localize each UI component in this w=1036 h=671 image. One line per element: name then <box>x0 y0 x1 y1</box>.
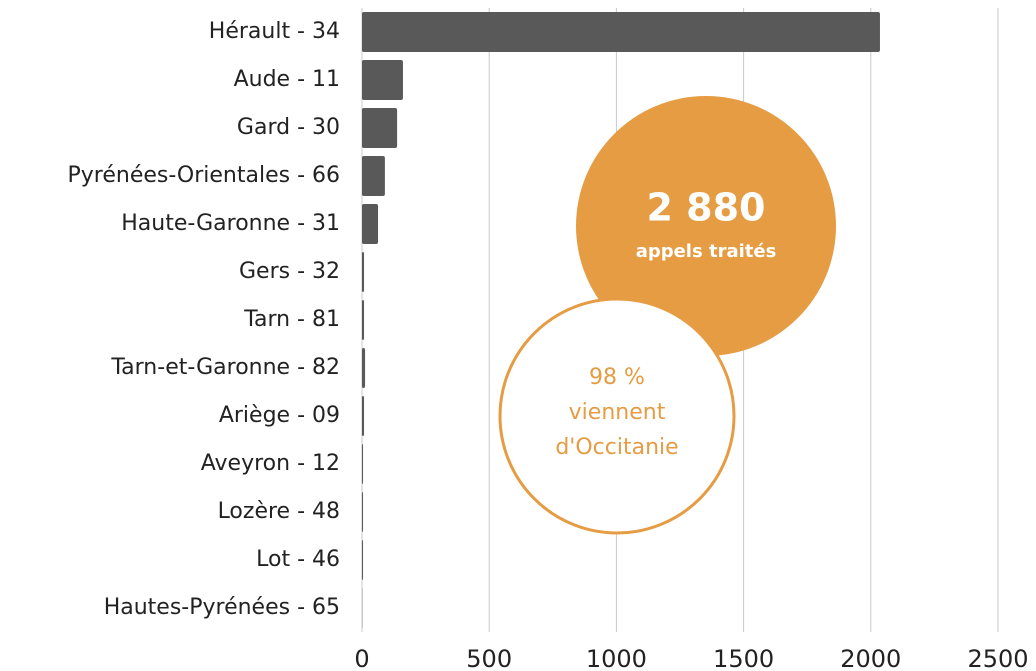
total-caption: appels traités <box>636 241 777 262</box>
bar <box>362 540 364 580</box>
bar <box>362 348 366 388</box>
bar <box>362 156 385 196</box>
x-tick-label: 500 <box>466 645 512 671</box>
bar <box>362 12 880 52</box>
y-tick-label: Lozère - 48 <box>218 499 340 524</box>
y-tick-label: Aude - 11 <box>234 67 340 92</box>
y-tick-label: Ariège - 09 <box>219 403 340 428</box>
y-tick-label: Gard - 30 <box>237 115 340 140</box>
share-line: d'Occitanie <box>555 435 678 460</box>
bar <box>362 444 364 484</box>
bar <box>362 300 365 340</box>
y-tick-label: Hérault - 34 <box>209 19 340 44</box>
bar <box>362 108 398 148</box>
y-tick-label: Aveyron - 12 <box>201 451 340 476</box>
y-tick-label: Gers - 32 <box>239 259 340 284</box>
y-tick-label: Tarn - 81 <box>243 307 340 332</box>
bar <box>362 252 365 292</box>
x-tick-label: 0 <box>354 645 369 671</box>
x-tick-label: 1000 <box>586 645 647 671</box>
x-tick-label: 2500 <box>967 645 1028 671</box>
y-tick-label: Pyrénées-Orientales - 66 <box>68 163 341 188</box>
share-value: 98 % <box>589 365 645 390</box>
x-tick-label: 1500 <box>713 645 774 671</box>
x-tick-label: 2000 <box>840 645 901 671</box>
total-value: 2 880 <box>647 186 766 230</box>
share-bubble <box>498 297 736 535</box>
bar <box>362 396 365 436</box>
y-tick-label: Tarn-et-Garonne - 82 <box>110 355 340 380</box>
total-bubble <box>576 96 836 356</box>
bar <box>362 60 403 100</box>
y-tick-label: Haute-Garonne - 31 <box>121 211 340 236</box>
y-tick-label: Hautes-Pyrénées - 65 <box>104 595 340 620</box>
y-tick-label: Lot - 46 <box>256 547 340 572</box>
share-line: viennent <box>569 400 666 425</box>
bar <box>362 204 379 244</box>
bar <box>362 492 364 532</box>
